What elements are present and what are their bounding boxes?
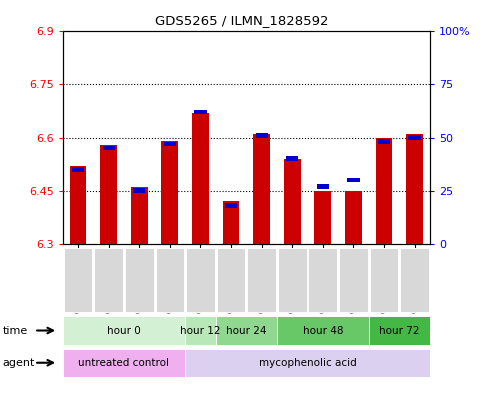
Bar [409,135,421,140]
Bar [347,178,359,182]
Bar [314,191,331,244]
Text: hour 0: hour 0 [107,325,141,336]
Bar [406,134,423,244]
Bar [194,110,207,114]
Bar [256,133,268,138]
Text: GDS5265 / ILMN_1828592: GDS5265 / ILMN_1828592 [155,14,328,27]
Bar [345,191,362,244]
Bar [378,140,390,144]
Bar [133,188,145,193]
Bar [131,187,148,244]
Bar [72,167,84,172]
Bar [100,145,117,244]
Bar [286,156,298,161]
Bar [161,141,178,244]
Bar [70,166,86,244]
Bar [223,201,240,244]
Bar [102,146,115,151]
Text: time: time [2,325,28,336]
Text: ■: ■ [63,392,74,393]
Text: hour 24: hour 24 [226,325,267,336]
Bar [192,113,209,244]
Bar [376,138,392,244]
Text: mycophenolic acid: mycophenolic acid [258,358,356,368]
Bar [317,184,329,189]
Bar [225,203,237,208]
Text: agent: agent [2,358,35,368]
Bar [284,159,300,244]
Bar [164,141,176,146]
Text: hour 48: hour 48 [302,325,343,336]
Bar [253,134,270,244]
Text: hour 12: hour 12 [180,325,221,336]
Text: hour 72: hour 72 [379,325,420,336]
Text: untreated control: untreated control [78,358,170,368]
